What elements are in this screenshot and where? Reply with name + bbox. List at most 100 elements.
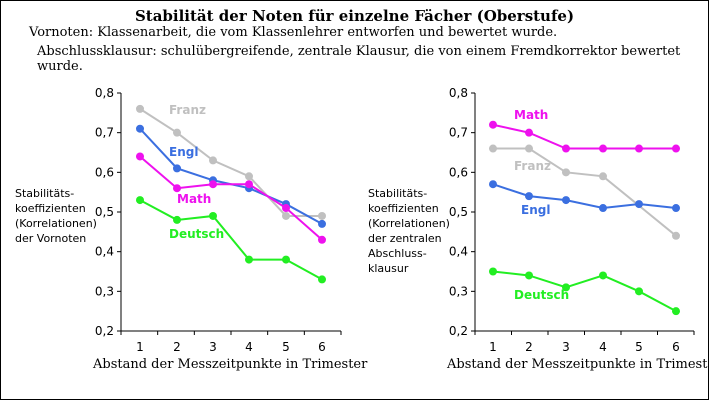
y-axis-label-line: der Vornoten [15, 232, 87, 245]
y-axis-label-line: der zentralen [368, 232, 442, 245]
series-label-math: Math [177, 192, 211, 206]
x-tick-label: 1 [489, 340, 497, 354]
data-point-engl [562, 196, 570, 205]
x-tick-label: 4 [245, 340, 253, 354]
data-point-franz [489, 144, 497, 153]
y-tick-label: 0,3 [449, 284, 468, 298]
y-axis-label-line: Abschluss- [368, 247, 427, 260]
data-point-math [209, 180, 217, 189]
series-line-deutsch [139, 199, 323, 281]
y-axis-label-line: koeffizienten [15, 202, 86, 215]
y-tick-label: 0,6 [95, 165, 114, 179]
series-label-deutsch: Deutsch [514, 288, 569, 302]
data-point-franz [282, 211, 290, 220]
data-point-franz [672, 231, 680, 240]
x-axis-label-left: Abstand der Messzeitpunkte in Trimester [93, 357, 368, 372]
series-label-math: Math [514, 108, 548, 122]
y-tick-label: 0,2 [95, 324, 114, 338]
y-axis-label-line: Stabilitäts- [368, 187, 428, 200]
data-point-deutsch [209, 211, 217, 220]
y-tick-label: 0,8 [95, 86, 114, 100]
data-point-deutsch [562, 283, 570, 292]
series-line-engl [492, 183, 677, 210]
data-point-engl [525, 192, 533, 201]
x-tick-label: 1 [136, 340, 144, 354]
y-axis-label-line: (Korrelationen) [368, 217, 450, 230]
chart-title: Stabilität der Noten für einzelne Fächer… [134, 7, 575, 25]
data-point-franz [525, 144, 533, 153]
series-label-deutsch: Deutsch [169, 227, 224, 241]
data-point-franz [245, 172, 253, 181]
data-point-deutsch [245, 255, 253, 264]
note-vornoten: Vornoten: Klassenarbeit, die vom Klassen… [29, 25, 558, 40]
data-point-math [245, 180, 253, 189]
data-point-deutsch [489, 267, 497, 276]
x-tick-label: 5 [635, 340, 643, 354]
series-line-math [492, 123, 676, 150]
y-axis-label-line: (Korrelationen) [15, 217, 97, 230]
x-tick-label: 5 [282, 340, 290, 354]
x-tick-label: 2 [525, 340, 533, 354]
data-point-math [672, 144, 680, 153]
y-tick-label: 0,7 [449, 126, 468, 140]
data-point-deutsch [672, 307, 680, 316]
data-point-engl [318, 219, 326, 228]
data-point-math [525, 128, 533, 137]
data-point-deutsch [599, 271, 607, 280]
data-point-math [282, 204, 290, 213]
y-axis-label-line: klausur [368, 262, 409, 275]
data-point-franz [173, 128, 181, 137]
y-tick-label: 0,7 [95, 126, 114, 140]
y-tick-label: 0,8 [449, 86, 468, 100]
data-point-deutsch [635, 287, 643, 296]
y-axis-label-line: Stabilitäts- [15, 187, 75, 200]
data-point-math [489, 120, 497, 129]
y-tick-label: 0,3 [95, 284, 114, 298]
series-line-deutsch [492, 270, 677, 313]
series-label-engl: Engl [521, 203, 550, 217]
data-point-math [173, 184, 181, 193]
y-tick-label: 0,2 [449, 324, 468, 338]
data-point-math [562, 144, 570, 153]
y-tick-label: 0,5 [95, 205, 114, 219]
y-tick-label: 0,4 [95, 245, 114, 259]
data-point-engl [672, 204, 680, 213]
data-point-deutsch [173, 215, 181, 224]
x-tick-label: 4 [599, 340, 607, 354]
y-axis-label-line: koeffizienten [368, 202, 439, 215]
series-line-franz [139, 108, 322, 217]
data-point-franz [136, 104, 144, 113]
note-abschlussklausur: Abschlussklausur: schulübergreifende, ze… [37, 44, 681, 74]
data-point-math [599, 144, 607, 153]
y-axis-label-right: Stabilitäts-koeffizienten (Korrelationen)… [368, 186, 450, 276]
data-point-engl [136, 124, 144, 133]
data-point-deutsch [282, 255, 290, 264]
series-label-engl: Engl [169, 145, 198, 159]
y-axis-label-left: Stabilitäts-koeffizienten (Korrelationen)… [15, 186, 97, 246]
y-tick-label: 0,6 [449, 165, 468, 179]
x-tick-label: 6 [318, 340, 326, 354]
data-point-franz [562, 168, 570, 177]
data-point-math [635, 144, 643, 153]
data-point-deutsch [136, 196, 144, 205]
x-tick-label: 3 [562, 340, 570, 354]
data-point-engl [635, 200, 643, 209]
data-point-math [318, 235, 326, 244]
data-point-engl [173, 164, 181, 173]
data-point-engl [599, 204, 607, 213]
data-point-engl [489, 180, 497, 189]
x-tick-label: 3 [209, 340, 217, 354]
series-label-franz: Franz [169, 103, 206, 117]
series-line-math [139, 155, 323, 241]
x-axis-label-right: Abstand der Messzeitpunkte in Trimester [447, 357, 709, 372]
data-point-deutsch [318, 275, 326, 284]
series-line-engl [139, 128, 323, 225]
data-point-franz [599, 172, 607, 181]
data-point-deutsch [525, 271, 533, 280]
y-tick-label: 0,5 [449, 205, 468, 219]
x-tick-label: 6 [672, 340, 680, 354]
data-point-franz [318, 211, 326, 220]
x-tick-label: 2 [173, 340, 181, 354]
